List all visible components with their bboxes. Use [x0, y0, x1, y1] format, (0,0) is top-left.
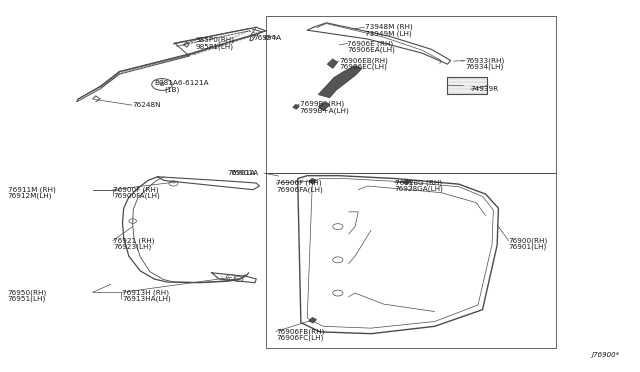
Text: 76906EA(LH): 76906EA(LH) — [348, 46, 396, 53]
Text: 76900(RH): 76900(RH) — [509, 237, 548, 244]
Text: 76906EC(LH): 76906EC(LH) — [339, 64, 387, 70]
Text: 76906E (RH): 76906E (RH) — [348, 40, 394, 47]
Text: (1B): (1B) — [164, 86, 179, 93]
Text: 76248N: 76248N — [132, 102, 161, 108]
Text: 76951(LH): 76951(LH) — [8, 295, 46, 302]
Text: 76911M (RH): 76911M (RH) — [8, 186, 56, 193]
Text: 76906F (RH): 76906F (RH) — [276, 180, 322, 186]
Text: 76906FB(RH): 76906FB(RH) — [276, 328, 324, 335]
Text: 73949M (LH): 73949M (LH) — [365, 30, 412, 37]
Text: 76906FC(LH): 76906FC(LH) — [276, 334, 323, 341]
Text: 76921 (RH): 76921 (RH) — [113, 237, 154, 244]
Text: 76906FA(LH): 76906FA(LH) — [276, 186, 323, 193]
Text: 76928GA(LH): 76928GA(LH) — [394, 185, 444, 192]
Polygon shape — [328, 60, 337, 68]
Text: B: B — [160, 82, 164, 87]
Text: 76954A: 76954A — [253, 35, 281, 41]
Bar — [447, 77, 487, 94]
Bar — [266, 16, 556, 173]
Text: 985P0(RH): 985P0(RH) — [196, 37, 235, 44]
Text: 76928G (RH): 76928G (RH) — [394, 179, 442, 186]
Text: 76901A: 76901A — [231, 170, 259, 176]
Text: 74939R: 74939R — [470, 86, 499, 92]
Text: 76913H (RH): 76913H (RH) — [122, 289, 170, 296]
Polygon shape — [319, 102, 330, 110]
Text: 76900FA(LH): 76900FA(LH) — [113, 193, 159, 199]
Polygon shape — [293, 105, 299, 109]
Polygon shape — [309, 318, 316, 323]
Text: 7699B  (RH): 7699B (RH) — [300, 101, 344, 107]
Polygon shape — [319, 66, 362, 97]
Text: 76901(LH): 76901(LH) — [509, 244, 547, 250]
Text: 76901A: 76901A — [228, 170, 256, 176]
Text: 76934(LH): 76934(LH) — [465, 64, 504, 70]
Text: B081A6-6121A: B081A6-6121A — [154, 80, 209, 86]
Text: 76913HA(LH): 76913HA(LH) — [122, 295, 172, 302]
Text: J76900*: J76900* — [591, 352, 620, 358]
Text: 73948M (RH): 73948M (RH) — [365, 24, 412, 31]
Text: 985P1(LH): 985P1(LH) — [196, 43, 234, 50]
Text: 76923(LH): 76923(LH) — [113, 244, 151, 250]
Text: 76900F (RH): 76900F (RH) — [113, 186, 159, 193]
Text: 76912M(LH): 76912M(LH) — [8, 193, 52, 199]
Text: 76933(RH): 76933(RH) — [465, 57, 504, 64]
Bar — [266, 173, 556, 349]
Polygon shape — [309, 179, 316, 183]
Polygon shape — [403, 179, 411, 184]
Text: 76906EB(RH): 76906EB(RH) — [339, 58, 388, 64]
Text: 76950(RH): 76950(RH) — [8, 289, 47, 296]
Text: 7699B+A(LH): 7699B+A(LH) — [300, 107, 349, 113]
